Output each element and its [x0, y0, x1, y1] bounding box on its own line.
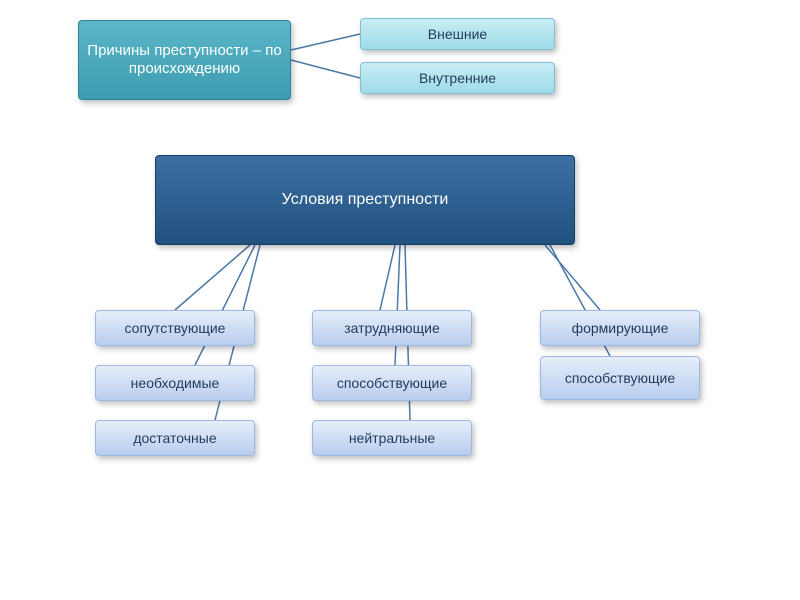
node-c1c: достаточные	[95, 420, 255, 456]
node-int: Внутренние	[360, 62, 555, 94]
node-ext: Внешние	[360, 18, 555, 50]
node-label: необходимые	[131, 375, 220, 392]
node-c1b: необходимые	[95, 365, 255, 401]
node-label: Внутренние	[419, 70, 496, 87]
node-c1a: сопутствующие	[95, 310, 255, 346]
node-label: достаточные	[133, 430, 216, 447]
node-label: нейтральные	[349, 430, 435, 447]
node-label: способствующие	[337, 375, 447, 392]
node-label: Внешние	[428, 26, 487, 43]
node-c3a: формирующие	[540, 310, 700, 346]
node-root1: Причины преступности – по происхождению	[78, 20, 291, 100]
node-label: формирующие	[572, 320, 669, 337]
node-c2c: нейтральные	[312, 420, 472, 456]
node-label: затрудняющие	[344, 320, 440, 337]
node-label: сопутствующие	[125, 320, 226, 337]
node-c2a: затрудняющие	[312, 310, 472, 346]
node-label: Условия преступности	[282, 190, 449, 209]
node-root2: Условия преступности	[155, 155, 575, 245]
node-c2b: способствующие	[312, 365, 472, 401]
node-label: способствующие	[565, 370, 675, 387]
node-label: Причины преступности – по происхождению	[85, 42, 284, 78]
node-c3b: способствующие	[540, 356, 700, 400]
